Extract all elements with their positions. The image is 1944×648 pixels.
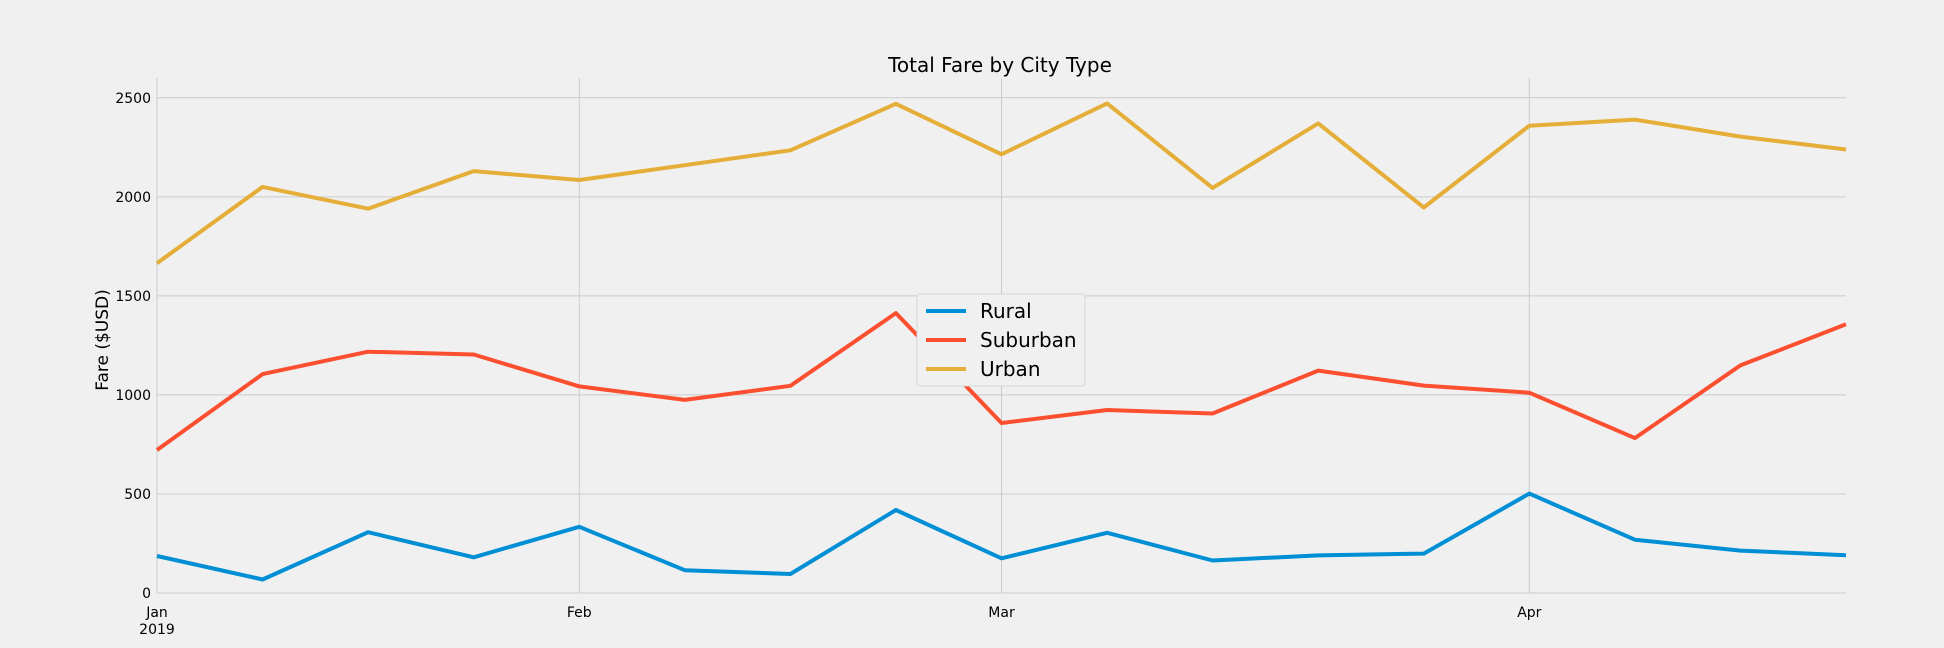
series-line-urban xyxy=(155,101,1847,265)
legend-label-urban: Urban xyxy=(980,357,1041,381)
legend-label-rural: Rural xyxy=(980,299,1032,323)
y-tick-label: 2000 xyxy=(115,190,151,206)
legend: Rural Suburban Urban xyxy=(916,293,1086,387)
legend-label-suburban: Suburban xyxy=(980,328,1077,352)
legend-frame xyxy=(916,293,1086,387)
series-line-rural xyxy=(156,491,1847,582)
y-tick-labels: 0 500 1000 1500 2000 2500 xyxy=(115,91,151,602)
x-tick-label: Mar xyxy=(988,605,1015,621)
y-axis-label: Fare ($USD) xyxy=(93,289,113,391)
x-tick-label: Feb xyxy=(567,605,592,621)
y-tick-label: 500 xyxy=(124,487,151,503)
chart-title: Total Fare by City Type xyxy=(887,53,1112,77)
y-tick-label: 2500 xyxy=(115,91,151,107)
grid-lines xyxy=(156,78,1846,594)
series-line-suburban xyxy=(155,311,1847,452)
x-tick-sublabel: 2019 xyxy=(139,622,175,638)
y-tick-label: 1500 xyxy=(115,289,151,305)
x-tick-label: Apr xyxy=(1517,605,1541,621)
y-tick-label: 1000 xyxy=(115,388,151,404)
x-tick-label: Jan xyxy=(145,605,168,621)
series-lines xyxy=(155,101,1847,582)
y-tick-label: 0 xyxy=(142,586,151,602)
